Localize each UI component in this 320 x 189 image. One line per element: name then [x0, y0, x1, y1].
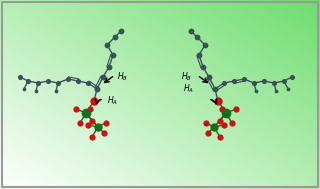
Text: $H_A$: $H_A$	[183, 83, 194, 95]
Text: $H_B$: $H_B$	[181, 71, 192, 83]
Text: $H_A$: $H_A$	[107, 95, 118, 107]
Text: $H_B$: $H_B$	[117, 71, 128, 83]
